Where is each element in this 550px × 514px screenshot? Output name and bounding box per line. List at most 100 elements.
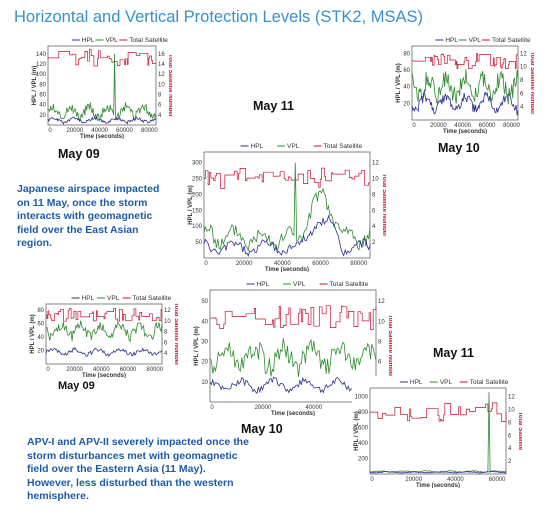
series-vpl: [203, 162, 371, 252]
y2-tick-label: 8: [520, 78, 524, 84]
y2-tick-label: 8: [508, 420, 512, 426]
y2-tick-label: 6: [372, 208, 376, 214]
y2-tick-label: 6: [164, 340, 168, 346]
y-tick-label: 40: [37, 335, 44, 341]
text-line: storm disturbances met with geomagnetic: [27, 449, 238, 462]
y-axis-title: HPL / VPL (m): [32, 66, 38, 105]
legend: HPL VPL Total Satellite: [71, 37, 168, 44]
x-axis-title: Time (seconds): [416, 483, 460, 488]
legend: HPL VPL Total Satellite: [399, 379, 509, 386]
legend-hpl: HPL: [82, 295, 95, 302]
y-tick-label: 40: [201, 319, 208, 325]
x-tick-label: 0: [370, 477, 374, 483]
text-line: hemisphere.: [27, 490, 89, 502]
y2-tick-label: 12: [164, 308, 171, 314]
y2-tick-label: 8: [158, 93, 162, 99]
y-tick-label: 10: [201, 380, 208, 386]
legend: HPL VPL Total Satellite: [435, 37, 531, 44]
y2-axis-title: Total Satellite Number: [381, 174, 386, 238]
y2-tick-label: 8: [372, 192, 376, 198]
legend-vpl: VPL: [106, 37, 119, 44]
series-total-satellite: [412, 53, 518, 70]
chart-may11-top: HPL VPL Total Satellite 0 20000 40000 60000 800…: [186, 140, 386, 272]
series-hpl: [369, 471, 507, 474]
x-tick-label: 60000: [479, 123, 496, 129]
y-tick-label: 30: [201, 340, 208, 346]
text-line: field over the East Asian: [17, 223, 139, 236]
legend-hpl: HPL: [445, 37, 458, 44]
y2-tick-label: 4: [372, 224, 376, 230]
legend: HPL VPL Total Satellite: [71, 295, 172, 302]
y2-tick-label: 12: [520, 51, 527, 57]
apv-impact-text: APV-I and APV-II severely impacted once …: [27, 436, 249, 504]
y2-tick-label: 6: [158, 103, 162, 109]
series-vpl: [45, 320, 163, 343]
text-line: region.: [17, 237, 53, 249]
chart-may09-bottom: HPL VPL Total Satellite 0 20000 40000 60000 800…: [28, 292, 178, 378]
y2-tick-label: 12: [158, 72, 165, 78]
series-total-satellite: [210, 305, 377, 330]
series-hpl: [45, 346, 163, 357]
y-tick-label: 20: [403, 101, 410, 107]
x-tick-label: 20000: [430, 123, 447, 129]
x-tick-label: 40000: [447, 477, 464, 483]
x-tick-label: 40000: [93, 367, 110, 373]
legend-sat: Total Satellite: [129, 37, 168, 44]
x-tick-label: 40000: [274, 261, 291, 267]
y-tick-label: 20: [201, 360, 208, 366]
x-tick-label: 20000: [236, 261, 253, 267]
y2-tick-label: 2: [372, 240, 376, 246]
y2-axis-title: Total Satellite Number: [173, 303, 178, 367]
series-hpl: [47, 115, 157, 125]
y2-tick-label: 10: [372, 177, 379, 183]
y-tick-label: 140: [36, 52, 47, 58]
x-tick-label: 0: [412, 123, 416, 129]
y-tick-label: 100: [36, 72, 47, 78]
y-tick-label: 600: [358, 426, 369, 432]
y-tick-label: 800: [358, 410, 369, 416]
y2-tick-label: 12: [508, 395, 515, 401]
x-axis-title: Time (seconds): [271, 411, 315, 416]
y-axis-title: HPL / VPL (m): [30, 314, 36, 353]
x-axis-title: Time (seconds): [80, 134, 124, 139]
y2-tick-label: 10: [508, 408, 515, 414]
y2-axis-title: Total Satellite Number: [167, 54, 172, 118]
y2-tick-label: 10: [378, 319, 385, 325]
x-tick-label: 60000: [116, 128, 133, 134]
day-label-top-left: May 09: [58, 147, 100, 161]
y-axis-title: HPL / VPL (m): [396, 63, 402, 102]
y-axis-title: HPL / VPL (m): [194, 326, 200, 365]
japan-impact-text: Japanese airspace impacted on 11 May, on…: [17, 183, 159, 251]
y-tick-label: 20: [37, 349, 44, 355]
day-label-bottom-left: May 09: [58, 380, 95, 392]
x-tick-label: 0: [48, 128, 52, 134]
series-hpl: [209, 376, 377, 394]
x-tick-label: 80000: [146, 367, 163, 373]
y2-tick-label: 6: [508, 433, 512, 439]
series-total-satellite: [204, 167, 370, 189]
y-tick-label: 80: [37, 308, 44, 314]
x-tick-label: 60000: [489, 477, 506, 483]
legend-vpl: VPL: [293, 281, 306, 288]
legend-sat: Total Satellite: [133, 295, 172, 302]
y2-tick-label: 4: [508, 446, 512, 452]
x-axis-title: Time (seconds): [443, 129, 487, 134]
y-tick-label: 100: [192, 224, 203, 230]
legend: HPL VPL Total Satellite: [240, 143, 363, 150]
series-hpl: [203, 214, 371, 257]
series-total-satellite: [48, 48, 156, 67]
page-title: Horizontal and Vertical Protection Level…: [14, 8, 424, 26]
y-tick-label: 200: [358, 457, 369, 463]
y-tick-label: 150: [192, 208, 203, 214]
y2-tick-label: 10: [158, 82, 165, 88]
day-label-top-center: May 11: [253, 99, 295, 113]
y-tick-label: 80: [403, 51, 410, 57]
text-line: field over the Eastern Asia (11 May).: [27, 463, 206, 475]
y-tick-label: 120: [36, 62, 47, 68]
x-tick-label: 80000: [141, 128, 158, 134]
legend-vpl: VPL: [440, 379, 453, 386]
legend-sat: Total Satellite: [324, 143, 363, 150]
y-tick-label: 200: [192, 192, 203, 198]
y2-tick-label: 4: [520, 105, 524, 111]
text-line: However, less disturbed than the western: [27, 476, 234, 489]
